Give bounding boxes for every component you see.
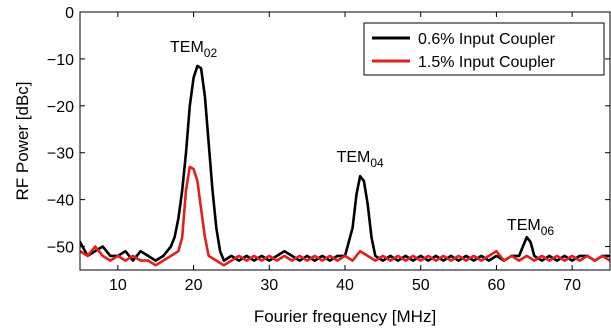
x-axis-label: Fourier frequency [MHz] <box>254 307 436 326</box>
y-axis-label: RF Power [dBc] <box>13 81 32 200</box>
x-tick-label: 60 <box>488 277 506 294</box>
ticks-layer: 10 20 30 40 50 60 70 0 −10 −20 −30 −40 −50 <box>47 5 610 294</box>
x-tick-label: 10 <box>109 277 127 294</box>
legend: 0.6% Input Coupler 1.5% Input Coupler <box>363 22 605 76</box>
annotation-layer: TEM02 TEM04 TEM06 <box>170 39 554 238</box>
series-line-1 <box>80 165 610 267</box>
peak-label-tem06: TEM06 <box>507 217 554 238</box>
x-tick-label: 50 <box>412 277 430 294</box>
x-tick-label: 40 <box>336 277 354 294</box>
y-tick-label: −40 <box>47 193 74 210</box>
x-tick-label: 20 <box>185 277 203 294</box>
peak-label-tem04: TEM04 <box>337 149 384 170</box>
y-tick-label: −50 <box>47 240 74 257</box>
series-layer <box>80 64 610 267</box>
legend-label-1-5-coupler: 1.5% Input Coupler <box>418 54 556 71</box>
legend-box <box>363 22 605 76</box>
series-line-0 <box>80 64 610 262</box>
y-tick-label: 0 <box>65 5 74 22</box>
legend-label-0-6-coupler: 0.6% Input Coupler <box>418 31 556 48</box>
x-tick-label: 30 <box>260 277 278 294</box>
y-tick-label: −10 <box>47 52 74 69</box>
y-tick-label: −30 <box>47 146 74 163</box>
x-tick-label: 70 <box>563 277 581 294</box>
peak-label-tem02: TEM02 <box>170 39 217 60</box>
y-tick-label: −20 <box>47 99 74 116</box>
